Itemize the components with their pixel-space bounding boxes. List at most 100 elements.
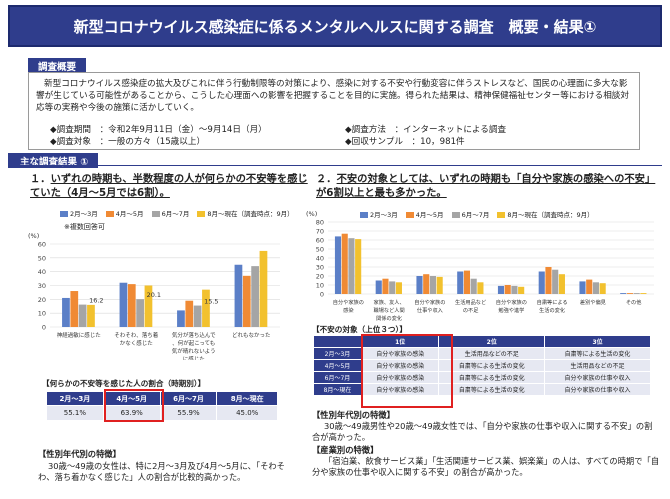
bar [355, 239, 362, 294]
left-heading: １．いずれの時期も、半数程度の人が何らかの不安等を感じていた（4月～5月では6割… [30, 172, 310, 200]
bar [592, 282, 599, 294]
data-label: 16.2 [89, 297, 103, 305]
summary-header: 8月～現在 [216, 391, 278, 406]
bar [395, 282, 402, 294]
y-tick-label: 50 [316, 246, 324, 254]
x-category-label: 神経過敏に感じた [57, 331, 101, 339]
legend-label: 8月～現在（調査時点：9月） [507, 211, 594, 219]
bar [251, 266, 259, 327]
legend-item: 4月～5月 [405, 209, 444, 219]
results-label: 主な調査結果 ① [8, 153, 99, 168]
x-category-label: 気が晴れないよう [172, 347, 216, 355]
data-label: 15.5 [204, 298, 218, 306]
highlight-box [361, 334, 453, 408]
bar [436, 276, 443, 294]
overview-text: 新型コロナウイルス感染症の拡大及びこれに伴う行動制限等の対策により、感染に対する… [36, 79, 629, 113]
legend-swatch [197, 211, 206, 217]
bar [202, 289, 210, 327]
bar [457, 271, 464, 294]
right-feature-title-2: 【産業別の特徴】 [312, 445, 379, 455]
legend-item: 2月～3月 [360, 209, 398, 219]
bar [127, 284, 136, 327]
x-category-label: 家族、友人、 [374, 298, 405, 306]
y-tick-label: 40 [38, 268, 46, 276]
legend-label: 4月～5月 [415, 211, 444, 219]
y-tick-label: 30 [38, 282, 46, 290]
left-feature-title: 【性別年代別の特徴】 [38, 449, 121, 459]
bar [193, 305, 202, 327]
anxiety-table: 1位 2位 3位 2月～3月 自分や家族の感染 生活用品などの不足 自粛等による生活の変化 4… [313, 335, 651, 396]
x-category-label: 仕事や収入 [417, 306, 443, 314]
bar [242, 275, 251, 327]
chart-1: (%) 0 10 20 30 40 50 60 神経過敏に感じた そわそわ、落ち着かなく感じた 気分… [28, 232, 280, 360]
bar [429, 276, 436, 294]
chart1-legend: 2月～3月 4月～5月 6月～7月 8月～現在（調査時点：9月） [60, 208, 294, 218]
legend-label: 2月～3月 [370, 211, 398, 219]
bar [259, 250, 268, 327]
x-category-label: 自粛等による [537, 298, 568, 306]
table-cell: 自粛等による生活の変化 [544, 347, 651, 360]
right-heading-number: ２． [316, 173, 337, 185]
bar [87, 304, 95, 327]
bar [334, 236, 342, 294]
x-category-label: 自分や家族の [414, 298, 445, 306]
bar [640, 293, 647, 294]
left-heading-text: いずれの時期も、半数程度の人が何らかの不安等を感じていた（4月～5月では6割）。 [30, 173, 308, 199]
legend-label: 6月～7月 [161, 210, 190, 218]
bar [234, 264, 243, 327]
summary-header: 2月～3月 [46, 391, 104, 406]
legend-item: 6月～7月 [151, 208, 190, 218]
x-category-label: 差別や偏見 [580, 298, 606, 306]
table-cell: 4月～5月 [313, 359, 362, 372]
overview-method: ◆調査方法 ：インターネットによる調査 [345, 125, 507, 135]
legend-swatch [105, 211, 114, 217]
x-category-label: 感染 [343, 306, 353, 314]
legend-swatch [151, 211, 160, 217]
right-feature-title-1: 【性別年代別の特徴】 [312, 410, 395, 420]
table-cell: 自分や家族の仕事や収入 [544, 371, 651, 384]
x-category-label: 生活の変化 [539, 306, 565, 314]
legend-label: 6月～7月 [461, 211, 490, 219]
y-tick-label: 60 [316, 237, 324, 245]
bar [552, 269, 559, 294]
bar [341, 233, 348, 294]
y-tick-label: 30 [316, 264, 324, 272]
bar [599, 283, 606, 294]
bar [177, 310, 185, 327]
x-category-label: 気分が落ち込んで [172, 331, 216, 339]
bar [633, 293, 640, 294]
right-heading-text: 不安の対象としては、いずれの時期も「自分や家族の感染への不安」が6割以上と最も多… [316, 173, 656, 199]
x-category-label: どれもなかった [232, 331, 271, 339]
table-cell: 自分や家族の仕事や収入 [544, 383, 651, 396]
y-tick-label: 10 [38, 310, 46, 318]
bar [348, 238, 355, 294]
bar [620, 293, 627, 294]
x-category-label: 生活用品など [455, 298, 487, 306]
x-category-label: 自分や家族の [333, 298, 364, 306]
x-category-label: 関係の変化 [376, 314, 402, 322]
y-tick-label: 80 [316, 219, 324, 227]
bar [538, 271, 545, 294]
highlight-box [104, 389, 164, 422]
bar [586, 279, 593, 294]
right-heading: ２．不安の対象としては、いずれの時期も「自分や家族の感染への不安」が6割以上と最… [316, 172, 656, 200]
bar [375, 280, 382, 294]
bar [144, 285, 153, 327]
right-table-title: 【不安の対象（上位３つ）】 [312, 325, 407, 334]
y-tick-label: 0 [42, 324, 46, 332]
y-tick-label: 20 [38, 296, 46, 304]
legend-swatch [497, 212, 506, 218]
bar [545, 267, 552, 294]
table-header [313, 335, 362, 348]
summary-table: 2月～3月 4月～5月 6月～7月 8月～現在 55.1% 63.9% 55.9… [46, 391, 278, 421]
table-cell: 自分や家族の感染 [360, 383, 440, 396]
summary-value: 55.1% [46, 405, 104, 421]
table-cell: 8月～現在 [313, 383, 362, 396]
bar [78, 304, 87, 327]
overview-label: 調査概要 [28, 58, 87, 73]
table-header: 3位 [544, 335, 651, 348]
y-tick-label: 60 [38, 241, 46, 249]
page-title: 新型コロナウイルス感染症に係るメンタルヘルスに関する調査 概要・結果① [8, 5, 662, 47]
bar [70, 291, 79, 327]
bar [136, 299, 144, 327]
